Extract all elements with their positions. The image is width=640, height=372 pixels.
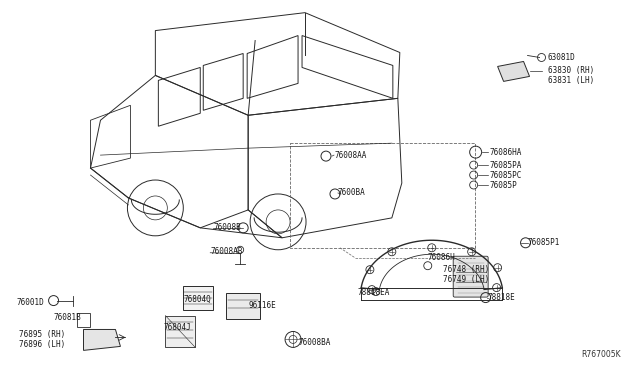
Text: 78818EA: 78818EA (358, 288, 390, 297)
Text: 76085P1: 76085P1 (527, 238, 560, 247)
Text: 63831 (LH): 63831 (LH) (547, 76, 594, 85)
Text: 76008AA: 76008AA (335, 151, 367, 160)
Text: 96116E: 96116E (248, 301, 276, 310)
Text: 78818E: 78818E (488, 293, 515, 302)
Text: 76008AB: 76008AB (210, 247, 243, 256)
Text: 63830 (RH): 63830 (RH) (547, 66, 594, 75)
Text: 76008BA: 76008BA (298, 338, 330, 347)
Polygon shape (165, 315, 195, 347)
Text: 76804J: 76804J (163, 323, 191, 332)
Text: 76895 (RH): 76895 (RH) (19, 330, 65, 339)
Text: 76085P: 76085P (490, 180, 517, 189)
Text: 76008B: 76008B (213, 223, 241, 232)
Text: 76086HA: 76086HA (490, 148, 522, 157)
Polygon shape (498, 61, 529, 81)
Bar (226, 293, 260, 318)
Text: 76086H: 76086H (428, 253, 456, 262)
Bar (183, 286, 213, 310)
Bar (290, 143, 475, 248)
Text: 76749 (LH): 76749 (LH) (443, 275, 489, 284)
Text: 76085PC: 76085PC (490, 170, 522, 180)
Text: 76001D: 76001D (17, 298, 44, 307)
Text: 7600BA: 7600BA (338, 189, 365, 198)
Text: R767005K: R767005K (582, 350, 621, 359)
Polygon shape (83, 330, 120, 350)
Text: 76748 (RH): 76748 (RH) (443, 265, 489, 274)
FancyBboxPatch shape (453, 256, 488, 297)
Text: 76081B: 76081B (54, 313, 81, 322)
Text: 76804Q: 76804Q (183, 295, 211, 304)
Text: 63081D: 63081D (547, 53, 575, 62)
Text: 76896 (LH): 76896 (LH) (19, 340, 65, 349)
Text: 76085PA: 76085PA (490, 161, 522, 170)
